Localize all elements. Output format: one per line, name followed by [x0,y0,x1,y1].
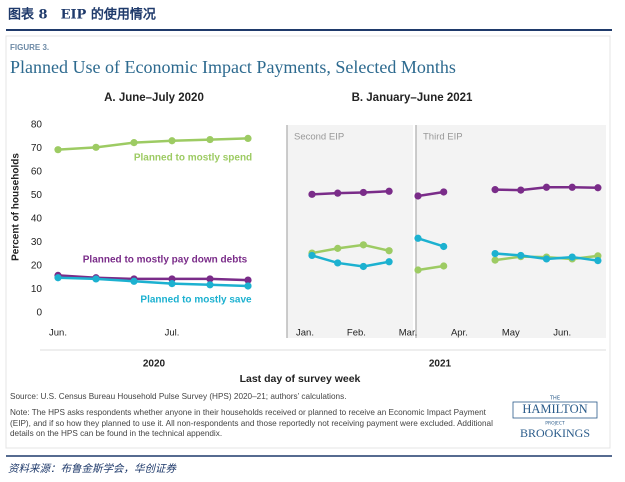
data-point [244,282,252,290]
data-point [491,249,499,258]
data-point [308,251,316,260]
x-tick-label: Jul. [165,328,180,339]
series-line [57,276,249,288]
y-tick-label: 0 [36,308,42,319]
x-tick-label: Jan. [296,328,314,339]
x-tick-label: Apr. [451,328,468,339]
logo-top: THE [549,396,560,402]
data-point [359,241,367,249]
x-tick-label: Feb. [347,328,366,339]
period-panel [287,125,413,338]
series-line [57,274,249,282]
data-point [440,188,448,196]
data-point [206,275,214,283]
y-tick-label: 80 [31,120,43,131]
data-point [385,247,393,255]
data-point [542,183,551,191]
data-point [517,251,525,260]
data-point [542,255,551,263]
series-line [311,254,390,268]
data-point [359,262,367,271]
logo-brand: BROOKINGS [520,426,590,440]
year-label: 2020 [143,359,166,370]
logo-box [512,401,598,419]
x-axis-title: Last day of survey week [240,373,361,385]
data-point [92,143,100,151]
series-label: Planned to mostly save [140,295,252,306]
y-axis-title: Percent of households [11,153,22,261]
data-point [568,253,576,261]
data-point [130,277,138,285]
note: Note: The HPS asks respondents whether a… [10,408,493,438]
data-point [334,259,342,267]
data-point [440,262,448,270]
panel-title: B. January–June 2021 [352,92,473,104]
y-tick-label: 70 [31,143,43,154]
period-label: Third EIP [423,132,463,143]
series-line [57,137,249,151]
x-tick-label: Jun. [49,328,67,339]
x-tick-label: Mar. [399,328,417,339]
data-point [385,258,393,266]
data-point [334,189,342,197]
y-tick-label: 50 [31,190,43,201]
data-point [244,134,252,142]
figure-label: FIGURE 3. [10,43,49,52]
header-title: 图表 8 EIP 的使用情况 [8,7,156,23]
data-point [491,186,499,194]
series-line [311,190,390,196]
data-point [359,188,367,197]
period-panel [416,125,606,338]
y-tick-label: 30 [31,237,43,248]
series-label: Planned to mostly pay down debts [83,255,248,266]
data-point [206,281,214,289]
logo-sub: PROJECT [545,421,565,427]
data-point [517,186,525,194]
data-point [308,190,316,198]
x-tick-label: Jun. [553,328,571,339]
data-point [594,184,602,192]
figure-title: Planned Use of Economic Impact Payments,… [10,57,456,77]
x-tick-label: May [502,328,520,339]
y-tick-label: 40 [31,214,43,225]
data-point [54,274,62,282]
series-label: Planned to mostly spend [134,153,252,164]
data-point [414,266,422,274]
y-tick-label: 60 [31,167,43,178]
data-point [92,275,100,283]
data-point [334,244,342,252]
data-point [414,192,422,200]
data-point [244,276,252,284]
data-point [168,280,176,288]
footer-source: 资料来源：布鲁金斯学会，华创证券 [8,463,177,475]
data-point [130,139,138,147]
data-point [568,183,576,191]
series-line [311,243,390,255]
data-point [206,135,214,144]
data-point [414,234,422,242]
data-point [491,256,499,264]
data-point [385,187,393,195]
period-label: Second EIP [294,132,344,143]
data-point [168,137,176,145]
data-point [440,242,448,251]
panel-title: A. June–July 2020 [104,92,204,104]
y-tick-label: 10 [31,284,43,295]
data-point [54,146,62,154]
logo-name: HAMILTON [522,402,587,416]
source-note: Source: U.S. Census Bureau Household Pul… [10,392,347,401]
y-tick-label: 20 [31,261,43,272]
data-point [594,256,602,265]
year-label: 2021 [429,359,452,370]
